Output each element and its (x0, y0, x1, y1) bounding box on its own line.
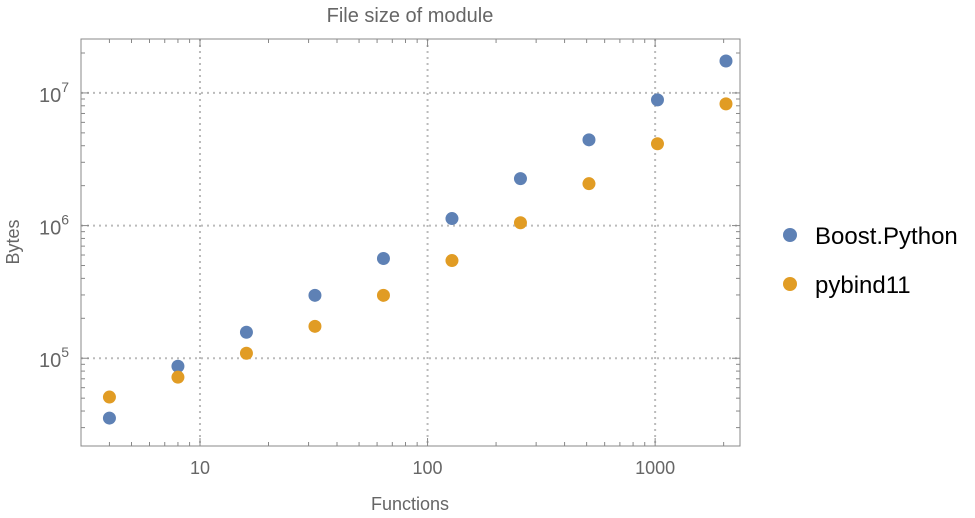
legend-label: Boost.Python (815, 223, 958, 250)
data-point-pybind11 (650, 137, 664, 151)
data-point-boost-python (102, 411, 116, 425)
legend-marker (783, 277, 797, 291)
data-point-boost-python (445, 212, 459, 226)
legend-label: pybind11 (815, 272, 911, 299)
data-point-pybind11 (376, 288, 390, 302)
data-point-boost-python (582, 133, 596, 147)
data-point-pybind11 (102, 390, 116, 404)
data-point-pybind11 (513, 216, 527, 230)
data-point-boost-python (308, 288, 322, 302)
chart-title: File size of module (327, 5, 494, 27)
data-point-pybind11 (171, 370, 185, 384)
x-tick-label: 1000 (635, 458, 675, 478)
y-tick-label: 106 (39, 212, 69, 240)
data-point-boost-python (719, 54, 733, 68)
data-point-pybind11 (582, 177, 596, 191)
plot-frame (80, 38, 741, 447)
legend-marker (783, 228, 797, 242)
y-tick-label: 105 (39, 344, 69, 372)
data-point-pybind11 (719, 97, 733, 111)
x-tick-label: 100 (413, 458, 443, 478)
data-point-boost-python (650, 93, 664, 107)
y-axis-label: Bytes (3, 219, 23, 264)
y-tick-label: 107 (39, 79, 69, 107)
data-point-boost-python (376, 251, 390, 265)
data-point-pybind11 (239, 346, 253, 360)
data-point-pybind11 (445, 254, 459, 268)
data-point-boost-python (239, 325, 253, 339)
data-point-pybind11 (308, 319, 322, 333)
data-point-boost-python (513, 172, 527, 186)
x-tick-label: 10 (190, 458, 210, 478)
x-axis-label: Functions (371, 494, 449, 513)
data-point-boost-python (171, 359, 185, 373)
